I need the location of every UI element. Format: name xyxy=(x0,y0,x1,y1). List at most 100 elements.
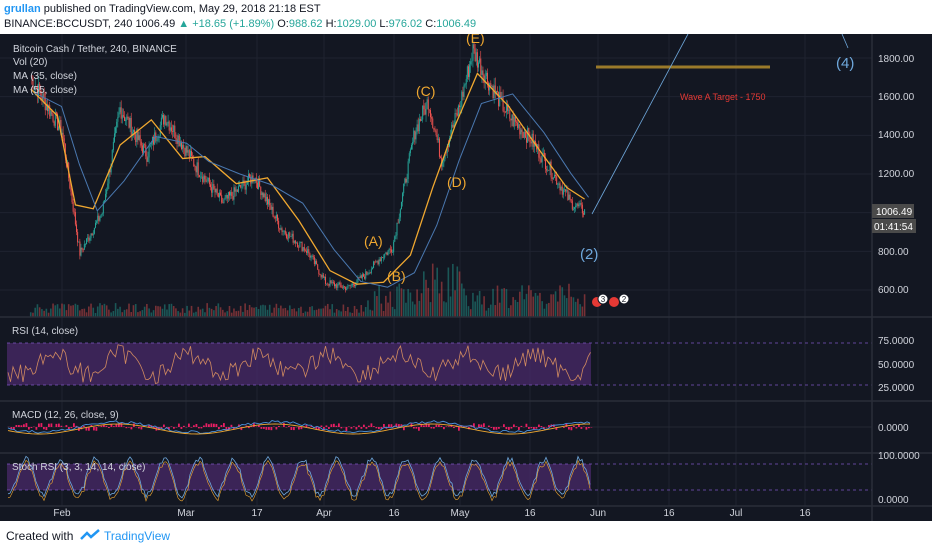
candle-body xyxy=(485,72,487,77)
candle-body xyxy=(499,91,501,107)
candle-body xyxy=(153,136,155,145)
macd-histogram-bar xyxy=(510,427,513,429)
volume-bar xyxy=(548,302,550,317)
macd-histogram-bar xyxy=(518,427,520,430)
candle-body xyxy=(274,216,276,219)
macd-histogram-bar xyxy=(260,427,263,429)
candle-body xyxy=(79,241,81,256)
volume-bar xyxy=(543,308,546,317)
candle-body xyxy=(403,183,405,194)
macd-histogram-bar xyxy=(473,423,475,427)
macd-histogram-bar xyxy=(48,423,50,427)
flag-badge-icon[interactable] xyxy=(609,297,619,307)
candle-body xyxy=(547,169,549,171)
candle-body xyxy=(562,189,564,195)
candle-body xyxy=(568,194,570,201)
candle-body xyxy=(545,157,547,170)
candle-body xyxy=(121,115,123,119)
tradingview-brand[interactable]: TradingView xyxy=(104,529,171,543)
macd-histogram-bar xyxy=(440,425,443,427)
stoch-d-line[interactable] xyxy=(7,459,591,502)
volume-bar xyxy=(463,288,465,317)
candle-body xyxy=(287,237,289,239)
volume-bar xyxy=(385,295,387,317)
macd-histogram-bar xyxy=(438,425,440,427)
price-scale[interactable]: 1800.00 1600.00 1400.00 1200.00 800.00 6… xyxy=(872,54,916,296)
candle-body xyxy=(500,91,502,98)
stoch-k-line[interactable] xyxy=(7,455,591,499)
candle-body xyxy=(490,83,492,87)
volume-bar xyxy=(427,287,430,317)
volume-bar xyxy=(99,303,101,317)
volume-bar xyxy=(262,304,264,317)
macd-histogram-bar xyxy=(350,427,353,429)
rsi-series-line[interactable] xyxy=(7,344,591,385)
candle-body xyxy=(275,215,277,219)
macd-histogram-bar xyxy=(165,427,168,428)
volume-bar xyxy=(519,291,521,317)
macd-histogram-bar xyxy=(275,427,278,430)
target-label: Wave A Target - 1750 xyxy=(680,92,766,102)
stoch-tick: 100.0000 xyxy=(878,451,920,462)
volume-bar xyxy=(414,304,416,317)
candle-body xyxy=(435,130,437,135)
price-tick: 1400.00 xyxy=(878,130,915,141)
badge-3-icon[interactable] xyxy=(597,293,609,305)
macd-histogram-bar xyxy=(15,425,18,427)
volume-bar xyxy=(539,292,541,317)
volume-bar xyxy=(148,308,150,317)
author-link[interactable]: grullan xyxy=(4,3,41,15)
candle-body xyxy=(86,238,88,245)
wave-label-c: (C) xyxy=(416,83,435,99)
time-tick: Feb xyxy=(53,508,71,519)
volume-bar xyxy=(481,304,483,317)
macd-histogram-bar xyxy=(310,425,313,427)
volume-bar xyxy=(333,312,336,317)
volume-bar xyxy=(186,305,188,317)
candle-body xyxy=(466,66,468,80)
chart-area[interactable]: Wave A Target - 1750 (A) (B) (C) (D) (E)… xyxy=(0,30,932,521)
volume-bar xyxy=(498,302,501,317)
chart-canvas[interactable]: Wave A Target - 1750 (A) (B) (C) (D) (E)… xyxy=(0,30,932,521)
candle-body xyxy=(453,122,455,128)
macd-histogram-bar xyxy=(205,423,208,427)
macd-histogram-bar xyxy=(448,426,450,427)
ma35-series-line[interactable] xyxy=(30,72,585,285)
projection-line-up[interactable] xyxy=(591,33,689,215)
candle-body xyxy=(542,152,544,154)
candle-body xyxy=(141,145,143,153)
volume-bar xyxy=(478,290,481,317)
volume-bar xyxy=(405,302,407,317)
badge-3-text: 3 xyxy=(601,295,606,304)
macd-histogram-bar xyxy=(75,425,78,427)
signal-series-line[interactable] xyxy=(7,423,591,435)
candle-body xyxy=(31,77,33,79)
macd-histogram-bar xyxy=(160,427,163,429)
wave-label-b: (B) xyxy=(387,268,406,284)
macd-histogram-bar xyxy=(148,425,150,427)
candle-body xyxy=(461,91,463,107)
event-badges[interactable]: 3 2 xyxy=(592,293,630,307)
wave-label-a: (A) xyxy=(364,233,383,249)
rsi-scale[interactable]: 75.0000 50.0000 25.0000 xyxy=(878,336,915,394)
projection-line-tail[interactable] xyxy=(841,33,849,49)
candle-body xyxy=(577,203,579,207)
volume-bar xyxy=(347,306,349,317)
rsi-pane-title: RSI (14, close) xyxy=(12,326,78,337)
macd-histogram-bar xyxy=(300,427,303,430)
candle-body xyxy=(575,205,577,208)
ma55-series-line[interactable] xyxy=(34,92,590,288)
candle-body xyxy=(325,276,327,284)
badge-2-icon[interactable] xyxy=(618,293,630,305)
macd-histogram-bar xyxy=(588,427,590,429)
candle-body xyxy=(239,184,241,187)
macd-series-line[interactable] xyxy=(7,420,591,434)
candle-body xyxy=(132,130,134,132)
candle-body xyxy=(440,156,442,158)
candle-body xyxy=(351,283,353,286)
stoch-scale[interactable]: 100.0000 0.0000 xyxy=(878,451,920,506)
candle-body xyxy=(331,281,333,283)
macd-scale[interactable]: 0.0000 xyxy=(878,423,909,434)
time-scale[interactable]: Feb Mar 17 Apr 16 May 16 Jun 16 Jul 16 xyxy=(53,508,811,519)
ohlc-line: BINANCE:BCCUSDT, 240 1006.49 ▲ +18.65 (+… xyxy=(4,18,476,30)
